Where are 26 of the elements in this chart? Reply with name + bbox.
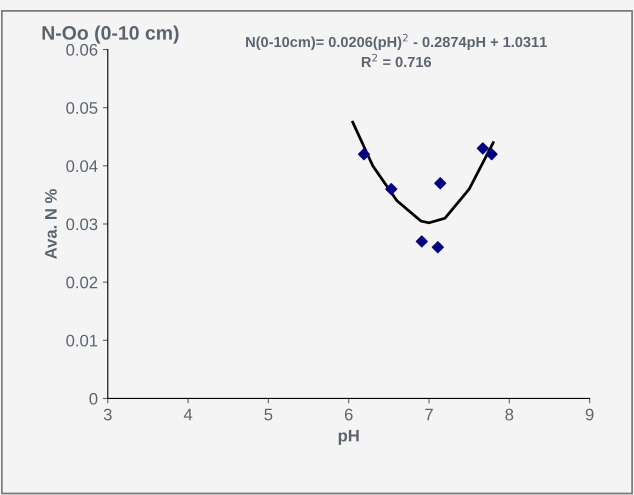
point xyxy=(432,241,444,254)
y-tick-label: 0 xyxy=(89,392,98,405)
point xyxy=(385,183,398,196)
x-axis-title: pH xyxy=(338,430,359,445)
point xyxy=(358,148,370,160)
point xyxy=(486,148,498,160)
x-tick-label: 5 xyxy=(264,408,272,420)
y-tick-label: 0.02 xyxy=(66,276,98,288)
text: N(0-10cm)= 0.0206(pH)$^{2}$ - 0.2874pH + 1.0311 R$^{2}$ = 0.716 xyxy=(246,34,547,68)
y-tick-label: 0.01 xyxy=(66,334,98,347)
point xyxy=(476,142,489,154)
chart-title: N-Oo (0-10 cm) xyxy=(42,26,179,44)
point xyxy=(416,235,428,248)
x-tick-label: 3 xyxy=(104,408,112,420)
y-tick-label: 0.03 xyxy=(66,218,98,230)
x-tick-label: 8 xyxy=(505,408,514,420)
y-tick-label: 0.05 xyxy=(66,102,98,114)
x-tick-label: 7 xyxy=(425,408,433,420)
y-tick-label: 0.06 xyxy=(66,44,98,56)
x-tick-label: 9 xyxy=(586,408,594,420)
y-axis-title: Ava. N % xyxy=(45,189,57,259)
line-series xyxy=(351,120,495,224)
x-tick-label: 4 xyxy=(184,408,192,420)
point xyxy=(434,177,446,190)
x-tick-label: 6 xyxy=(344,408,353,420)
y-tick-label: 0.04 xyxy=(66,160,98,172)
